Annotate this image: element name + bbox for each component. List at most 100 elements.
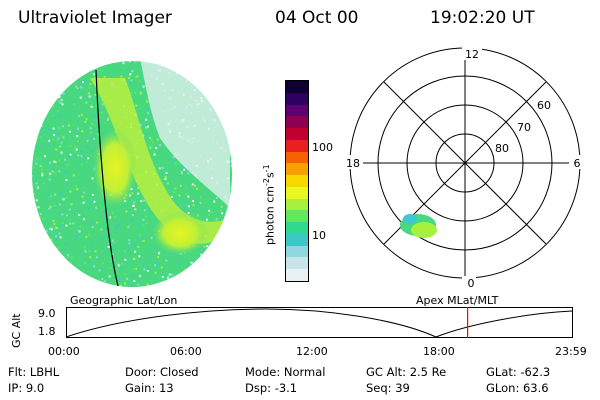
speckle [72,285,75,287]
speckle [154,264,157,267]
speckle [33,242,36,245]
altplot-xtick-2359: 23:59 [555,345,587,358]
speckle [97,133,100,136]
speckle [48,194,51,196]
speckle [52,105,55,108]
speckle [83,218,85,221]
speckle [60,151,63,154]
speckle [88,58,90,60]
speckle [224,128,226,131]
speckle [164,175,167,178]
speckle [232,209,234,211]
speckle [166,174,168,176]
altplot-ylabel: GC Alt [10,313,23,348]
speckle [56,139,59,142]
speckle [213,200,216,203]
speckle [41,117,44,120]
speckle [129,82,132,85]
speckle [32,240,35,243]
speckle [35,162,38,165]
date-label: 04 Oct 00 [275,8,359,28]
info-door: Door: Closed [125,365,199,379]
speckle [123,250,126,253]
speckle [56,61,59,63]
speckle [109,61,112,62]
speckle [34,133,37,136]
speckle [94,93,97,96]
speckle [60,269,63,272]
speckle [32,204,34,207]
speckle [137,237,139,240]
speckle [174,161,177,164]
speckle [65,263,68,266]
colorbar-label-exp1: -2 [262,178,271,187]
speckle [227,112,230,115]
speckle [35,137,38,139]
info-gcalt-label: GC Alt: [366,365,407,379]
speckle [221,255,224,258]
speckle [233,275,235,277]
colorbar-swatch [286,92,308,105]
speckle [38,86,41,89]
speckle [83,191,86,194]
speckle [54,226,57,229]
speckle [77,126,80,129]
speckle [33,241,36,244]
speckle [41,172,44,175]
speckle [40,124,43,127]
speckle [56,227,59,229]
speckle [87,233,90,236]
speckle [161,167,164,170]
speckle [34,250,37,253]
speckle [65,171,68,174]
speckle [37,66,40,69]
speckle [60,100,63,103]
speckle [35,140,37,143]
speckle [81,130,84,133]
speckle [55,235,57,238]
speckle [44,89,47,92]
speckle [124,273,127,276]
speckle [53,222,56,225]
speckle [172,63,175,65]
speckle [81,151,84,154]
speckle [229,229,231,232]
colorbar-swatch [286,186,308,199]
speckle [147,255,150,258]
speckle [39,73,42,76]
info-glon: GLon: 63.6 [486,381,549,395]
speckle [225,133,228,136]
speckle [90,105,93,108]
speckle [92,64,95,67]
speckle [227,115,230,118]
speckle [219,98,222,101]
auroral-image [32,58,235,287]
speckle [61,258,64,261]
info-door-label: Door: [125,365,157,379]
info-gcalt-value: 2.5 Re [409,365,447,379]
colorbar-swatch [286,233,308,246]
speckle [211,277,214,280]
speckle [100,111,103,114]
speckle [142,224,145,227]
speckle [201,68,204,71]
speckle [48,139,51,142]
speckle [72,174,75,177]
speckle [50,228,53,231]
speckle [79,96,82,99]
speckle [146,270,149,272]
speckle [187,195,190,198]
speckle [53,160,56,163]
speckle [103,280,106,283]
speckle [217,85,220,88]
colorbar-swatch [286,104,308,117]
speckle [88,95,91,98]
speckle [43,114,46,117]
speckle [81,195,84,198]
lat-label-60: 60 [537,99,551,112]
speckle [53,247,56,250]
speckle [189,72,192,75]
speckle [64,59,66,61]
speckle [55,259,58,262]
speckle [151,141,154,143]
